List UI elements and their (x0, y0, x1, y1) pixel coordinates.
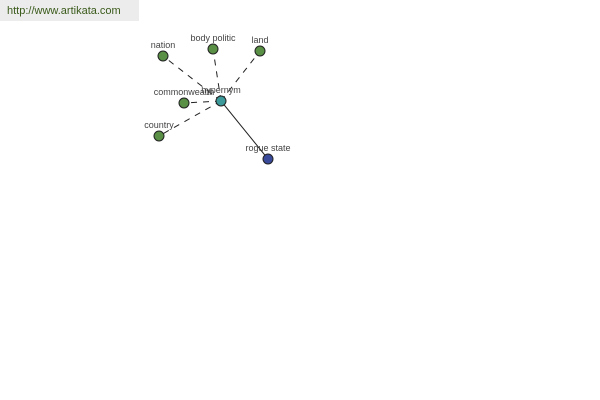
country-label: country (144, 120, 174, 130)
commonwealth-node[interactable] (178, 97, 190, 109)
rogue-state-node[interactable] (262, 153, 274, 165)
rogue-state-label: rogue state (245, 143, 290, 153)
hypernym-node[interactable] (215, 95, 227, 107)
site-header: http://www.artikata.com (0, 0, 139, 21)
site-url-link[interactable]: http://www.artikata.com (7, 5, 121, 17)
edge-rogue-state (220, 100, 269, 160)
nation-node[interactable] (157, 50, 169, 62)
land-node[interactable] (254, 45, 266, 57)
edge-nation (162, 55, 222, 102)
hypernym-label: hypernym (201, 85, 241, 95)
body-politic-label: body politic (190, 33, 236, 43)
commonwealth-label: commonwealth (154, 87, 215, 97)
edge-land (220, 50, 261, 102)
nation-label: nation (151, 40, 176, 50)
country-node[interactable] (153, 130, 165, 142)
land-label: land (251, 35, 268, 45)
edge-commonwealth (183, 100, 222, 104)
body-politic-node[interactable] (207, 43, 219, 55)
edge-body-politic (212, 48, 222, 102)
edge-country (158, 100, 222, 137)
